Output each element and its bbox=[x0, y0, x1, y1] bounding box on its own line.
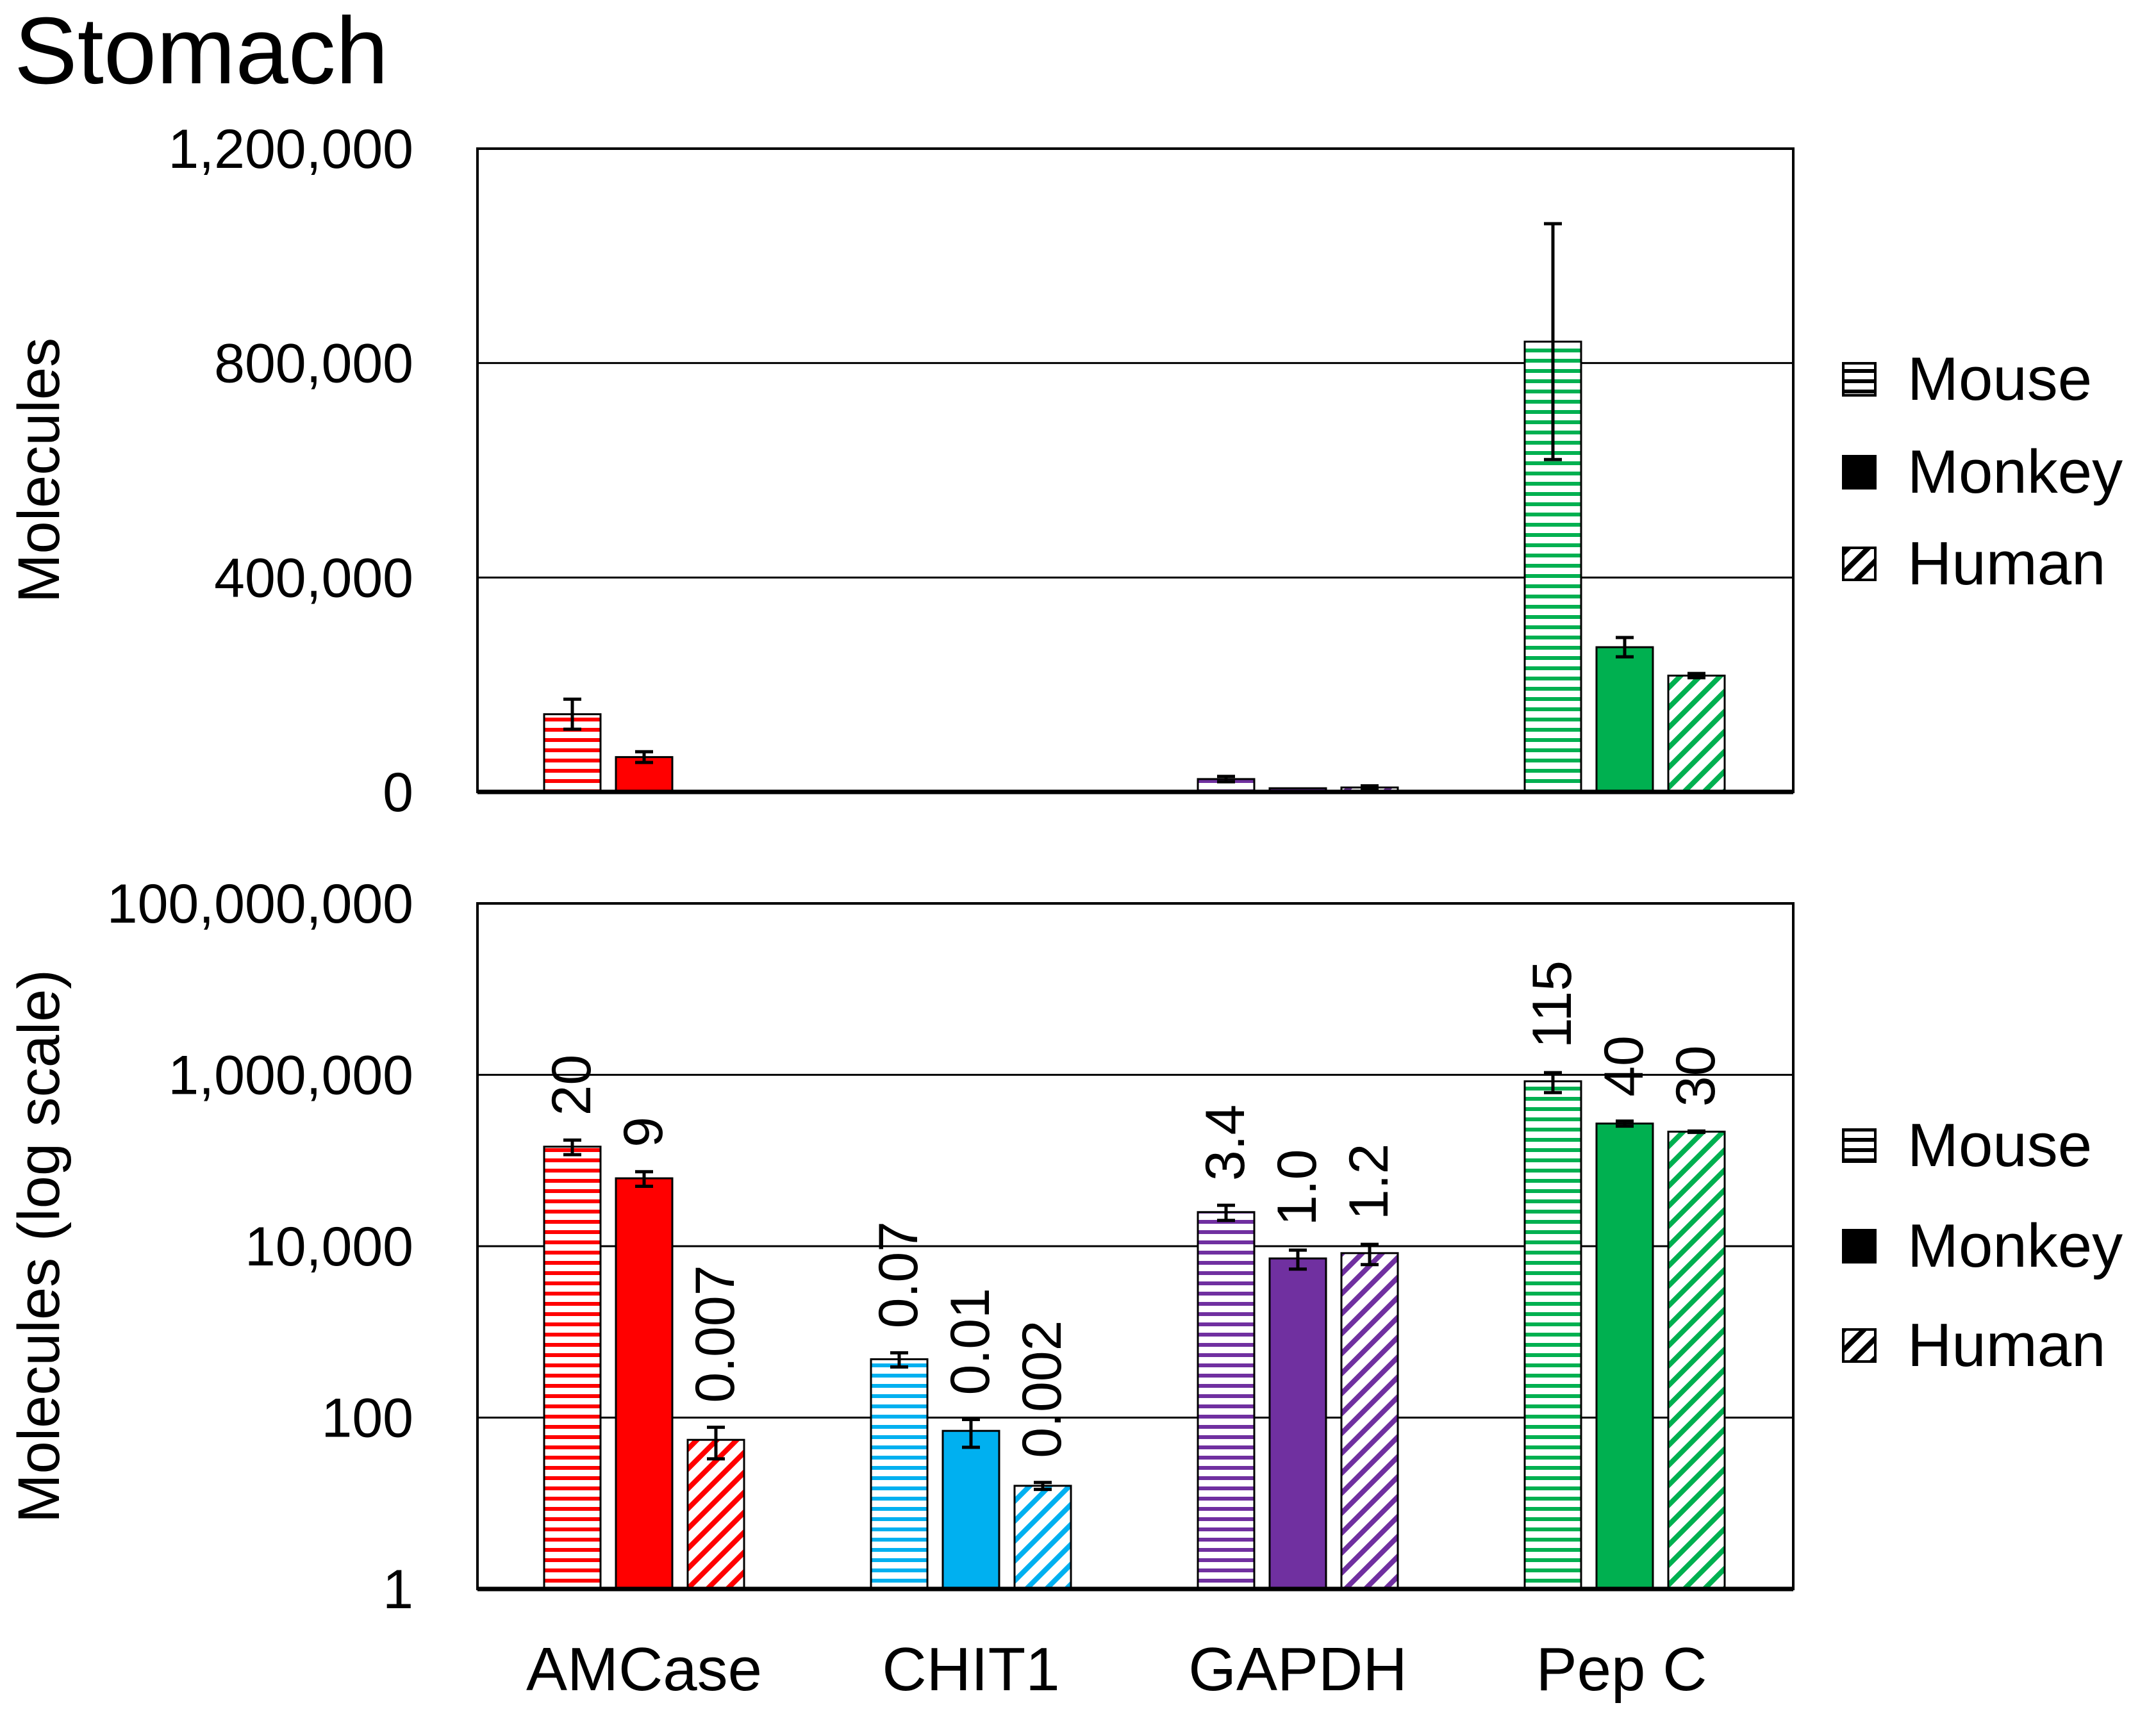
bars bbox=[543, 1080, 1726, 1590]
error-bar-amcase-mouse bbox=[563, 1138, 581, 1156]
bar-amcase-mouse bbox=[543, 1146, 602, 1590]
bar-pep-c-human bbox=[1667, 674, 1726, 793]
annotation-gapdh-human: 1.2 bbox=[1338, 1144, 1400, 1221]
legend-item-human: Human bbox=[1842, 1311, 2105, 1379]
bar-amcase-human bbox=[686, 1438, 745, 1590]
annotation-gapdh-monkey: 1.0 bbox=[1266, 1149, 1328, 1226]
legend-swatch bbox=[1842, 362, 1877, 397]
annotation-pep-c-human: 30 bbox=[1665, 1046, 1727, 1107]
error-bar-amcase-monkey bbox=[635, 1170, 653, 1189]
y-tick-label: 1,000,000 bbox=[168, 1045, 413, 1107]
bar-annotations: 20 0.07 3.4 115 9 0.01 1.0 40 0.007 0.002 1.2 30 bbox=[541, 960, 1727, 1458]
x-tick-labels: AMCase CHIT1 GAPDH Pep C bbox=[526, 1635, 1707, 1704]
legend-item-mouse: Mouse bbox=[1842, 1111, 2092, 1180]
y-tick-label: 800,000 bbox=[214, 333, 413, 395]
error-bar-gapdh-mouse bbox=[1217, 1203, 1235, 1222]
annotation-amcase-monkey: 9 bbox=[613, 1117, 674, 1148]
legend-swatch bbox=[1842, 1229, 1877, 1263]
linear-scale-panel: 0 400,000 800,000 1,200,000 Molecules Mouse… bbox=[6, 119, 2123, 823]
error-bar-pep-c-monkey bbox=[1616, 1119, 1634, 1128]
error-bar-amcase-human bbox=[707, 1426, 725, 1461]
annotation-pep-c-mouse: 115 bbox=[1522, 960, 1583, 1048]
error-bar-gapdh-monkey bbox=[1289, 1248, 1307, 1271]
error-bar-pep-c-human bbox=[1687, 671, 1705, 680]
bar-pep-c-monkey bbox=[1595, 646, 1654, 793]
x-tick-label-chit1: CHIT1 bbox=[882, 1635, 1059, 1704]
legend-swatch bbox=[1842, 547, 1877, 581]
legend-label: Mouse bbox=[1907, 345, 2092, 413]
error-bars bbox=[563, 1071, 1705, 1492]
error-bar-pep-c-human bbox=[1687, 1129, 1705, 1134]
bar-chit1-human bbox=[1013, 1485, 1072, 1590]
annotation-chit1-mouse: 0.07 bbox=[868, 1221, 929, 1328]
legend-label: Human bbox=[1907, 1311, 2105, 1379]
error-bar-amcase-mouse bbox=[563, 697, 581, 731]
y-tick-label: 400,000 bbox=[214, 547, 413, 609]
annotation-amcase-mouse: 20 bbox=[541, 1055, 602, 1116]
annotation-chit1-monkey: 0.01 bbox=[940, 1288, 1001, 1395]
legend-item-mouse: Mouse bbox=[1842, 345, 2092, 413]
error-bar-pep-c-mouse bbox=[1544, 1071, 1562, 1094]
error-bar-amcase-monkey bbox=[635, 750, 653, 764]
y-tick-labels: 0 400,000 800,000 1,200,000 bbox=[168, 119, 413, 823]
error-bar-pep-c-mouse bbox=[1544, 222, 1562, 461]
error-bar-pep-c-monkey bbox=[1616, 636, 1634, 659]
error-bar-gapdh-human bbox=[1361, 1242, 1379, 1267]
y-tick-label: 10,000 bbox=[245, 1216, 413, 1278]
y-tick-label: 100 bbox=[322, 1388, 414, 1449]
x-tick-label-gapdh: GAPDH bbox=[1188, 1635, 1407, 1704]
y-tick-label: 1 bbox=[383, 1559, 413, 1620]
y-axis-label: Molecules (log scale) bbox=[6, 969, 72, 1523]
y-tick-labels: 1 100 10,000 1,000,000 100,000,000 bbox=[107, 873, 413, 1620]
annotation-pep-c-monkey: 40 bbox=[1593, 1035, 1655, 1097]
bars bbox=[543, 340, 1726, 793]
legend-swatch bbox=[1842, 1128, 1877, 1163]
error-bar-chit1-mouse bbox=[890, 1351, 908, 1369]
error-bar-gapdh-mouse bbox=[1217, 775, 1235, 784]
legend-label: Mouse bbox=[1907, 1111, 2092, 1180]
bar-pep-c-human bbox=[1667, 1130, 1726, 1590]
bar-chit1-monkey bbox=[941, 1429, 1000, 1590]
bar-pep-c-mouse bbox=[1523, 1080, 1582, 1590]
x-tick-label-pep-c: Pep C bbox=[1536, 1635, 1707, 1704]
legend-item-human: Human bbox=[1842, 529, 2105, 598]
figure-title: Stomach bbox=[14, 0, 388, 104]
annotation-amcase-human: 0.007 bbox=[684, 1265, 746, 1403]
legend-label: Human bbox=[1907, 529, 2105, 598]
y-tick-label: 0 bbox=[383, 762, 413, 823]
gridlines bbox=[477, 362, 1793, 579]
y-axis-label: Molecules bbox=[6, 338, 72, 603]
error-bar-chit1-monkey bbox=[962, 1417, 980, 1449]
annotation-chit1-human: 0.002 bbox=[1011, 1321, 1073, 1458]
annotation-gapdh-mouse: 3.4 bbox=[1195, 1105, 1256, 1181]
bar-gapdh-mouse bbox=[1197, 1211, 1256, 1590]
legend-item-monkey: Monkey bbox=[1842, 438, 2123, 506]
bar-amcase-monkey bbox=[615, 1177, 674, 1590]
legend-swatch bbox=[1842, 455, 1877, 490]
legend-swatch bbox=[1842, 1328, 1877, 1363]
y-tick-label: 100,000,000 bbox=[107, 873, 413, 935]
error-bars bbox=[563, 222, 1705, 791]
bar-pep-c-monkey bbox=[1595, 1123, 1654, 1590]
error-bar-gapdh-human bbox=[1361, 784, 1379, 791]
error-bar-chit1-human bbox=[1034, 1481, 1052, 1492]
legend-label: Monkey bbox=[1907, 438, 2123, 506]
bar-chit1-mouse bbox=[870, 1358, 929, 1590]
legend: Mouse Monkey Human bbox=[1842, 345, 2123, 598]
x-tick-label-amcase: AMCase bbox=[526, 1635, 762, 1704]
bar-gapdh-human bbox=[1340, 1252, 1399, 1590]
y-tick-label: 1,200,000 bbox=[168, 119, 413, 180]
legend: Mouse Monkey Human bbox=[1842, 1111, 2123, 1379]
legend-label: Monkey bbox=[1907, 1212, 2123, 1280]
legend-item-monkey: Monkey bbox=[1842, 1212, 2123, 1280]
bar-gapdh-monkey bbox=[1268, 1257, 1327, 1590]
